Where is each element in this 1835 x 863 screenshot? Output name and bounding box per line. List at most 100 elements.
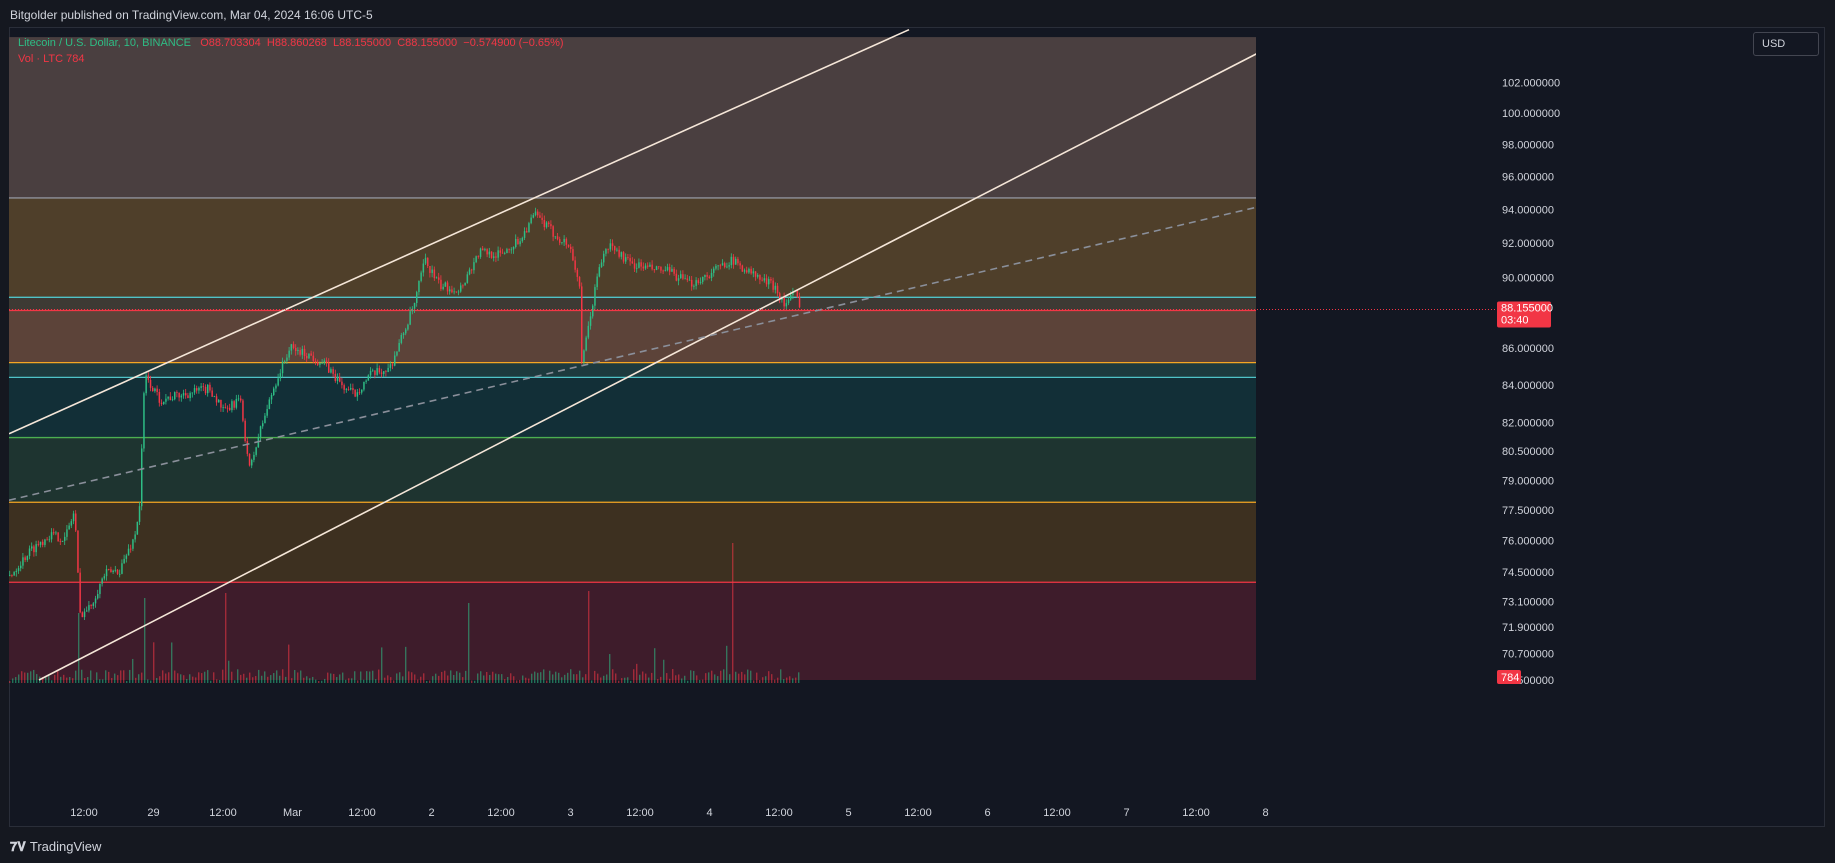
- candle-body: [387, 367, 389, 373]
- symbol-name[interactable]: Litecoin / U.S. Dollar, 10, BINANCE: [18, 37, 192, 49]
- volume-bar: [441, 671, 443, 683]
- candle-body: [37, 544, 40, 545]
- volume-bar: [648, 677, 650, 683]
- candle-body: [242, 400, 244, 421]
- candle-body: [730, 256, 733, 266]
- candle-body: [438, 277, 440, 280]
- volume-bar: [267, 676, 269, 683]
- tradingview-logo[interactable]: 𝟕𝐕 TradingView: [10, 839, 101, 855]
- candle-body: [420, 272, 422, 281]
- volume-bar: [276, 670, 278, 683]
- candle-body: [275, 385, 277, 389]
- candle-body: [444, 282, 447, 287]
- candle-body: [156, 388, 158, 392]
- volume-bar: [66, 677, 68, 683]
- candle-body: [409, 311, 411, 325]
- candle-body: [341, 381, 343, 386]
- volume-bar: [780, 669, 782, 683]
- candle-body: [653, 269, 656, 271]
- candle-body: [660, 266, 662, 271]
- volume-bar: [228, 660, 230, 683]
- candle-body: [365, 380, 367, 382]
- time-axis: 12:00 29 12:00 Mar 12:00 2 12:00 3 12:00 4 12:00 5 1…: [70, 807, 1268, 819]
- volume-bar: [141, 672, 143, 683]
- price-tick-label: 73.100000: [1502, 596, 1554, 608]
- volume-bar: [198, 672, 200, 683]
- candle-body: [600, 262, 603, 268]
- candle-body: [9, 575, 11, 577]
- candle-body: [213, 396, 216, 398]
- candle-body: [61, 540, 64, 542]
- volume-bar: [204, 671, 206, 683]
- candle-body: [486, 249, 488, 255]
- candle-body: [103, 576, 106, 579]
- volume-bar: [252, 677, 254, 683]
- candle-body: [526, 231, 528, 233]
- candle-body: [77, 530, 79, 573]
- candle-body: [81, 612, 84, 618]
- volume-bar: [408, 671, 410, 683]
- volume-bar: [522, 675, 524, 683]
- price-zone: [9, 377, 1256, 438]
- volume-bar: [762, 677, 764, 683]
- volume-bar: [285, 676, 287, 683]
- candle-body: [332, 369, 334, 374]
- price-tick-label: 86.000000: [1502, 343, 1554, 355]
- candle-body: [86, 610, 88, 612]
- candle-body: [105, 569, 108, 577]
- candle-body: [176, 392, 178, 393]
- price-tick-label: 71.900000: [1502, 622, 1554, 634]
- candle-body: [649, 264, 651, 267]
- volume-bar: [573, 674, 575, 683]
- candle-body: [713, 268, 715, 273]
- open-label: O: [200, 37, 209, 49]
- candle-body: [464, 282, 466, 286]
- candle-body: [356, 392, 359, 397]
- candle-body: [416, 292, 418, 303]
- candle-body: [545, 222, 548, 228]
- volume-bar: [84, 677, 86, 683]
- candle-body: [504, 253, 506, 254]
- candle-body: [609, 243, 612, 250]
- currency-button[interactable]: USD: [1753, 32, 1819, 56]
- candle-body: [385, 371, 387, 373]
- candle-body: [288, 350, 290, 358]
- candle-body: [618, 249, 620, 257]
- volume-bar: [363, 679, 365, 683]
- candle-body: [396, 351, 398, 356]
- volume-bar: [399, 672, 401, 683]
- candle-body: [237, 398, 240, 400]
- candle-body: [259, 426, 262, 438]
- volume-bar: [387, 675, 389, 683]
- candle-body: [191, 392, 194, 394]
- candle-body: [11, 575, 13, 577]
- candle-body: [770, 279, 772, 281]
- close-value: 88.155000: [405, 37, 458, 49]
- price-tick-label: 100.000000: [1502, 108, 1560, 120]
- price-tick-label: 94.000000: [1502, 205, 1554, 217]
- volume-bar: [69, 677, 71, 683]
- volume-bar: [30, 671, 32, 683]
- volume-bar: [351, 678, 353, 683]
- volume-bar: [774, 679, 776, 683]
- volume-bar: [654, 648, 656, 683]
- volume-bar: [216, 679, 218, 683]
- volume-bar: [624, 677, 626, 683]
- candle-body: [534, 211, 537, 216]
- price-tick-label: 82.000000: [1502, 417, 1554, 429]
- price-tick-label: 84.000000: [1502, 380, 1554, 392]
- candle-body: [48, 539, 51, 541]
- volume-bar: [372, 670, 374, 683]
- candle-body: [603, 253, 605, 263]
- volume-bar: [597, 673, 599, 683]
- candle-body: [440, 279, 442, 290]
- volume-bar: [435, 673, 437, 683]
- volume-bar: [756, 672, 758, 683]
- last-price-countdown: 03:40: [1501, 315, 1529, 327]
- candle-body: [528, 223, 530, 233]
- candle-body: [281, 361, 284, 374]
- volume-bar: [429, 680, 431, 683]
- volume-bar: [678, 674, 680, 683]
- candle-body: [675, 273, 678, 281]
